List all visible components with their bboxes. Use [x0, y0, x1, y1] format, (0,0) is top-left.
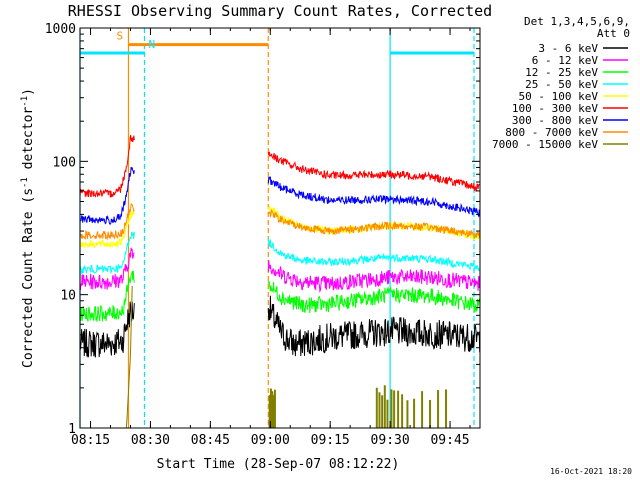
series-3-6kev: [79, 295, 481, 358]
legend-entry-label: 300 - 800 keV: [512, 114, 598, 127]
series-line: [267, 295, 481, 357]
x-tick-label: 08:45: [191, 433, 230, 448]
x-tick-label: 09:15: [311, 433, 350, 448]
legend-entry-label: 12 - 25 keV: [525, 66, 598, 79]
series-line: [267, 209, 481, 239]
legend-entry-label: 3 - 6 keV: [538, 42, 598, 55]
series-line: [267, 151, 480, 193]
y-tick-label: 1000: [45, 22, 76, 37]
y-axis-label: Corrected Count Rate (s-1 detector-1): [20, 88, 36, 368]
x-tick-label: 09:45: [430, 433, 469, 448]
x-tick-label: 08:30: [131, 433, 170, 448]
legend-entry-label: 100 - 300 keV: [512, 102, 598, 115]
marker-label: N: [148, 38, 155, 51]
series-800-7000kev: [79, 203, 481, 241]
series-line: [79, 203, 135, 241]
spike-layer: [268, 385, 448, 428]
series-line: [267, 260, 481, 294]
x-tick-label: 09:00: [251, 433, 290, 448]
plot-frame: [79, 27, 481, 429]
series-line: [79, 270, 135, 322]
series-line: [267, 176, 481, 218]
x-tick-label: 09:30: [371, 433, 410, 448]
y-tick-label: 10: [60, 289, 76, 304]
series-25-50kev: [79, 231, 480, 275]
series-line: [267, 281, 481, 314]
legend-detectors: Det 1,3,4,5,6,9,: [524, 15, 630, 28]
attenuator-markers: SN: [80, 30, 475, 55]
timestamp: 16-Oct-2021 18:20: [550, 467, 632, 476]
series-layer: [79, 134, 481, 429]
x-tick-label: 08:15: [71, 433, 110, 448]
y-tick-label: 100: [53, 155, 76, 170]
x-axis-ticks: 08:15 08:30 08:45 09:00 09:15 09:30 09:45: [71, 28, 471, 448]
axes: [79, 27, 481, 429]
y-tick-label: 1: [68, 422, 76, 437]
y-axis-ticks: 1 10 100 1000: [45, 22, 480, 437]
legend-entry-label: 25 - 50 keV: [525, 78, 598, 91]
legend-entry-label: 50 - 100 keV: [519, 90, 599, 103]
series-300-800kev: [79, 166, 481, 225]
legend-entry-label: 7000 - 15000 keV: [492, 138, 598, 151]
series-100-300kev: [79, 134, 480, 198]
series-6-12kev: [79, 247, 481, 294]
series-line: [79, 247, 135, 291]
legend-entry-label: 6 - 12 keV: [532, 54, 599, 67]
series-line: [79, 134, 135, 198]
series-line: [79, 166, 135, 225]
series-12-25kev: [79, 270, 481, 322]
series-line: [79, 211, 135, 249]
series-line: [79, 231, 135, 275]
series-line: [79, 301, 135, 358]
chart-title: RHESSI Observing Summary Count Rates, Co…: [68, 2, 492, 20]
legend-entry-label: 800 - 7000 keV: [505, 126, 598, 139]
marker-label: S: [116, 30, 123, 43]
x-axis-label: Start Time (28-Sep-07 08:12:22): [157, 457, 400, 472]
legend-attenuator: Att 0: [597, 27, 630, 40]
series-line: [267, 237, 480, 272]
